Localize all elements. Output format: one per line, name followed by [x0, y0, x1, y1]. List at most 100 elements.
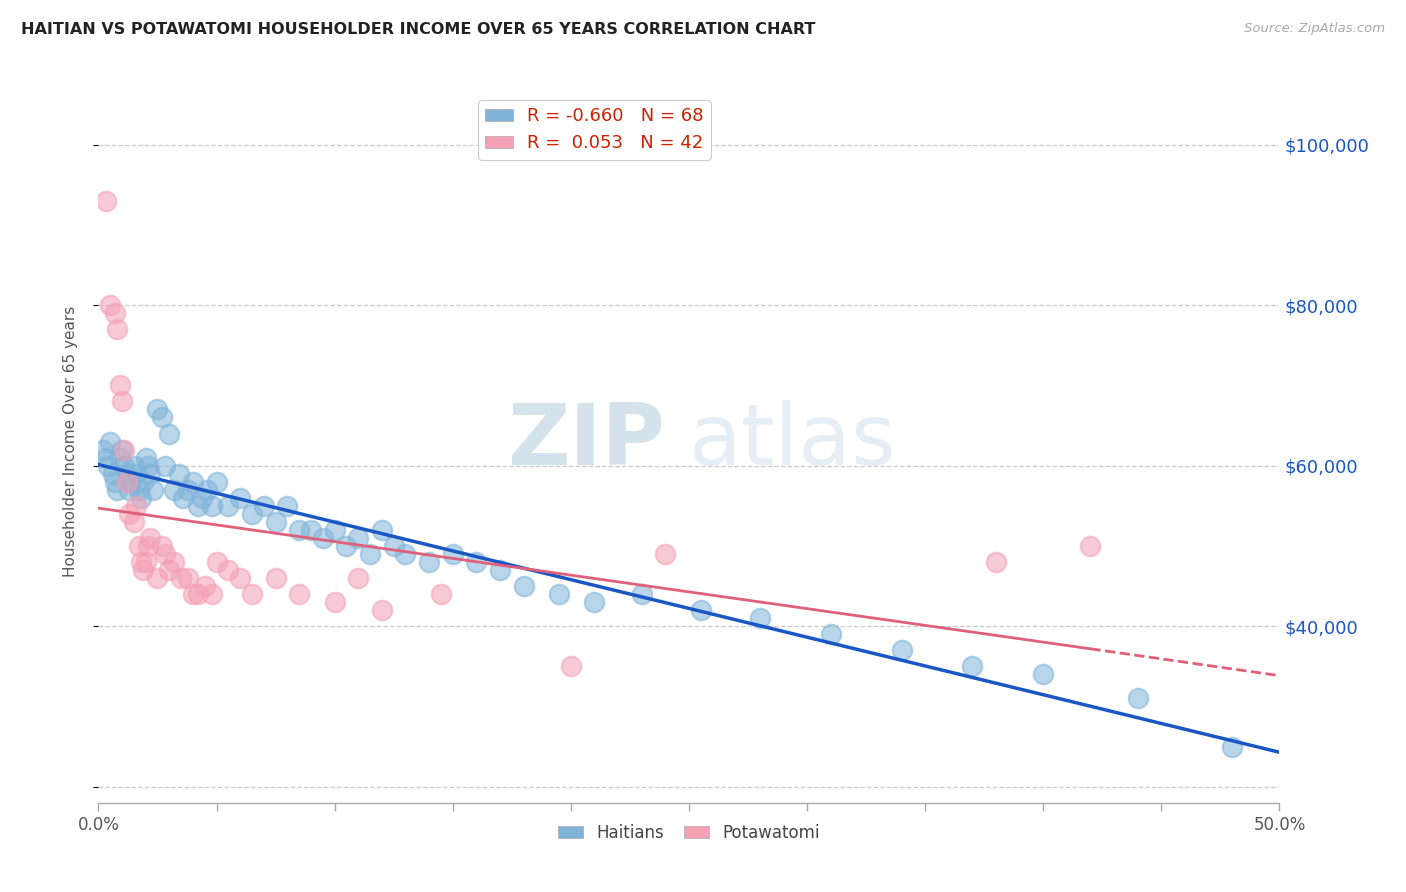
Point — [229, 491, 252, 505]
Point — [94, 450, 117, 465]
Point — [94, 194, 117, 208]
Point — [512, 579, 534, 593]
Point — [382, 539, 405, 553]
Point — [240, 507, 263, 521]
Point — [172, 491, 194, 505]
Point — [288, 523, 311, 537]
Point — [132, 563, 155, 577]
Point — [560, 659, 582, 673]
Point — [748, 611, 770, 625]
Point — [177, 483, 200, 497]
Point — [253, 499, 276, 513]
Point — [347, 531, 370, 545]
Point — [394, 547, 416, 561]
Point — [136, 458, 159, 473]
Point — [97, 458, 120, 473]
Point — [139, 531, 162, 545]
Y-axis label: Householder Income Over 65 years: Householder Income Over 65 years — [63, 306, 77, 577]
Point — [191, 491, 214, 505]
Point — [264, 571, 287, 585]
Point — [104, 306, 127, 320]
Point — [153, 458, 176, 473]
Point — [441, 547, 464, 561]
Point — [129, 555, 152, 569]
Point — [135, 450, 157, 465]
Point — [1220, 739, 1243, 754]
Point — [299, 523, 322, 537]
Legend: Haitians, Potawatomi: Haitians, Potawatomi — [551, 817, 827, 848]
Point — [167, 467, 190, 481]
Point — [91, 442, 114, 457]
Point — [205, 555, 228, 569]
Point — [201, 499, 224, 513]
Point — [312, 531, 335, 545]
Point — [194, 579, 217, 593]
Point — [157, 563, 180, 577]
Point — [125, 467, 148, 481]
Point — [630, 587, 652, 601]
Point — [418, 555, 440, 569]
Point — [111, 442, 134, 457]
Point — [101, 467, 124, 481]
Point — [187, 587, 209, 601]
Point — [163, 483, 186, 497]
Point — [128, 483, 150, 497]
Point — [177, 571, 200, 585]
Point — [323, 595, 346, 609]
Point — [115, 467, 138, 481]
Point — [465, 555, 488, 569]
Point — [323, 523, 346, 537]
Point — [335, 539, 357, 553]
Point — [890, 643, 912, 657]
Point — [489, 563, 512, 577]
Point — [984, 555, 1007, 569]
Point — [288, 587, 311, 601]
Point — [112, 458, 135, 473]
Point — [105, 483, 128, 497]
Point — [136, 539, 159, 553]
Point — [276, 499, 298, 513]
Point — [104, 475, 127, 489]
Point — [150, 539, 173, 553]
Point — [371, 603, 394, 617]
Point — [217, 563, 239, 577]
Point — [229, 571, 252, 585]
Point — [108, 378, 131, 392]
Point — [98, 298, 121, 312]
Point — [122, 458, 145, 473]
Point — [163, 555, 186, 569]
Point — [118, 507, 141, 521]
Point — [129, 491, 152, 505]
Point — [112, 442, 135, 457]
Point — [583, 595, 606, 609]
Point — [195, 483, 218, 497]
Point — [240, 587, 263, 601]
Point — [371, 523, 394, 537]
Point — [187, 499, 209, 513]
Point — [105, 322, 128, 336]
Point — [217, 499, 239, 513]
Point — [359, 547, 381, 561]
Point — [128, 539, 150, 553]
Point — [132, 475, 155, 489]
Point — [146, 571, 169, 585]
Point — [205, 475, 228, 489]
Point — [122, 515, 145, 529]
Point — [108, 450, 131, 465]
Point — [181, 587, 204, 601]
Point — [1080, 539, 1102, 553]
Point — [153, 547, 176, 561]
Point — [150, 410, 173, 425]
Text: ZIP: ZIP — [508, 400, 665, 483]
Point — [157, 426, 180, 441]
Point — [142, 483, 165, 497]
Point — [139, 467, 162, 481]
Text: atlas: atlas — [689, 400, 897, 483]
Point — [135, 555, 157, 569]
Point — [181, 475, 204, 489]
Point — [201, 587, 224, 601]
Point — [146, 402, 169, 417]
Point — [347, 571, 370, 585]
Point — [125, 499, 148, 513]
Point — [962, 659, 984, 673]
